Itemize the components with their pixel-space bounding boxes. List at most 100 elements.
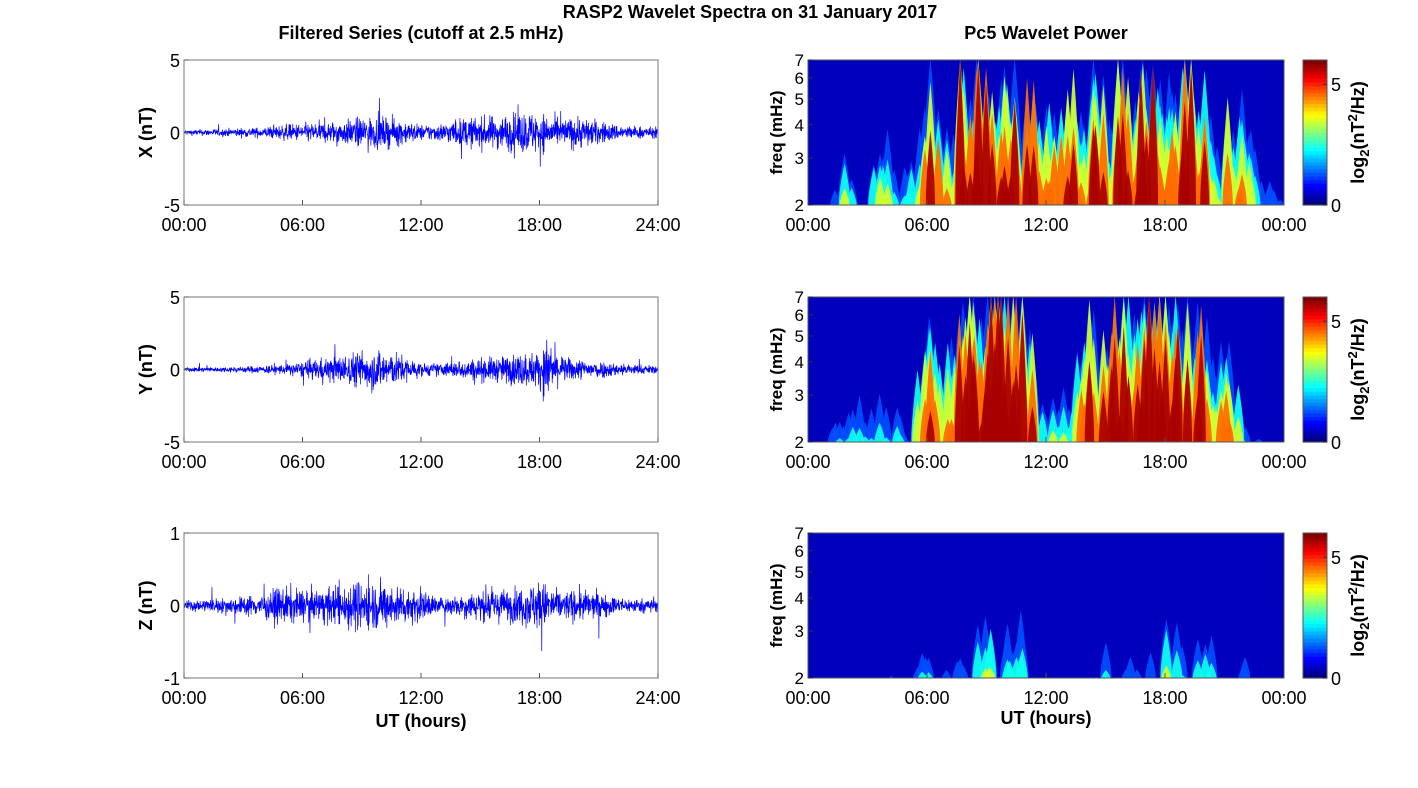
power-burst <box>1145 652 1156 678</box>
x-tick-label: 06:00 <box>280 215 325 235</box>
x-tick-label: 00:00 <box>161 452 206 472</box>
power-burst <box>1178 675 1187 678</box>
x-tick-label: 18:00 <box>1142 452 1187 472</box>
colorbar-segment <box>1303 121 1327 126</box>
colorbar-segment <box>1303 326 1327 331</box>
power-burst <box>1222 153 1233 205</box>
power-burst <box>1239 656 1251 678</box>
colorbar-segment <box>1303 434 1327 439</box>
y-tick-label: 6 <box>795 306 804 325</box>
y-axis-label: Y (nT) <box>136 344 156 395</box>
series-panel-2: -5 0 5 Y (nT) 00:00 06:00 12:00 18:00 24:00 <box>136 288 681 472</box>
colorbar-segment <box>1303 641 1327 646</box>
colorbar-label-mid: (nT <box>1348 122 1368 150</box>
colorbar-segment <box>1303 70 1327 76</box>
power-burst <box>1118 112 1128 205</box>
power-burst <box>880 406 892 442</box>
colorbar-tick-label: 0 <box>1331 196 1341 216</box>
colorbar-box <box>1302 59 1328 206</box>
y-tick-label: 6 <box>795 542 804 561</box>
power-burst <box>1017 648 1028 678</box>
y-tick-label: -5 <box>164 433 180 453</box>
power-burst <box>1160 338 1171 442</box>
power-burst <box>954 345 964 442</box>
y-axis-label: Z (nT) <box>136 581 156 631</box>
x-tick-label: 18:00 <box>517 688 562 708</box>
colorbar-segment <box>1303 427 1327 432</box>
power-burst <box>905 168 917 205</box>
colorbar-label-sub: 2 <box>1357 622 1372 629</box>
colorbar-segment <box>1303 362 1327 367</box>
series-panel-1: -5 0 5 X (nT) 00:00 06:00 12:00 18:00 24:00 <box>136 51 681 235</box>
y-axis-label: X (nT) <box>136 107 156 158</box>
colorbar-segment <box>1303 656 1327 661</box>
colorbar-segment <box>1303 627 1327 632</box>
x-tick-label: 12:00 <box>398 215 443 235</box>
colorbar-segment <box>1303 605 1327 610</box>
power-burst <box>959 164 969 205</box>
power-burst <box>1123 170 1133 205</box>
power-burst <box>1098 113 1109 205</box>
x-tick-label: 12:00 <box>398 688 443 708</box>
y-tick-label: -5 <box>164 196 180 216</box>
power-burst <box>1090 124 1101 205</box>
x-tick-label: 24:00 <box>635 688 680 708</box>
power-burst <box>1101 669 1111 678</box>
power-burst <box>1068 143 1079 205</box>
colorbar-segment <box>1303 190 1327 195</box>
x-tick-label: 06:00 <box>280 688 325 708</box>
colorbar-segment <box>1303 587 1327 592</box>
colorbar-segment <box>1303 165 1327 170</box>
x-tick-label: 00:00 <box>785 688 830 708</box>
colorbar-segment <box>1303 197 1327 202</box>
power-burst <box>1048 430 1059 442</box>
colorbar-tick-label: 0 <box>1331 669 1341 689</box>
x-tick-label: 06:00 <box>904 688 949 708</box>
power-burst <box>1125 656 1136 678</box>
colorbar-segment <box>1303 562 1327 567</box>
x-tick-label: 06:00 <box>904 452 949 472</box>
figure-title: RASP2 Wavelet Spectra on 31 January 2017 <box>563 2 938 22</box>
colorbar-segment <box>1303 128 1327 134</box>
colorbar-label-end: /Hz) <box>1348 81 1368 114</box>
colorbar-segment <box>1303 139 1327 144</box>
power-burst <box>1196 334 1206 442</box>
colorbar-segment <box>1303 322 1327 327</box>
colorbar-segment <box>1303 667 1327 672</box>
colorbar-label-sub: 2 <box>1357 149 1372 156</box>
colorbar-segment <box>1303 63 1327 68</box>
colorbar-segment <box>1303 85 1327 90</box>
colorbar-label: log2(nT2/Hz) <box>1345 81 1372 183</box>
colorbar-label-base: log <box>1348 630 1368 657</box>
colorbar-segment <box>1303 420 1327 425</box>
power-burst <box>985 668 996 678</box>
colorbar-segment <box>1303 591 1327 596</box>
x-tick-label: 00:00 <box>161 688 206 708</box>
x-tick-label: 00:00 <box>161 215 206 235</box>
y-tick-label: 7 <box>795 524 804 543</box>
colorbar-segment <box>1303 623 1327 628</box>
power-burst <box>867 438 876 442</box>
colorbar-segment <box>1303 674 1327 679</box>
colorbar-segment <box>1303 201 1327 206</box>
colorbar-segment <box>1303 601 1327 607</box>
y-tick-label: 1 <box>170 524 180 544</box>
colorbar-segment <box>1303 311 1327 316</box>
x-tick-label: 18:00 <box>1142 688 1187 708</box>
colorbar-segment <box>1303 344 1327 349</box>
colorbar-segment <box>1303 594 1327 599</box>
colorbar-label-base: log <box>1348 394 1368 421</box>
power-burst <box>1200 140 1210 205</box>
colorbar-segment <box>1303 380 1327 385</box>
colorbar-segment <box>1303 551 1327 556</box>
colorbar-segment <box>1303 78 1327 83</box>
colorbar-segment <box>1303 179 1327 184</box>
colorbar-segment <box>1303 659 1327 665</box>
power-burst <box>1206 662 1217 678</box>
data-trace <box>183 97 659 167</box>
colorbar-tick-label: 5 <box>1331 548 1341 568</box>
y-tick-label: 0 <box>170 361 180 381</box>
colorbar-segment <box>1303 183 1327 188</box>
y-axis-label: freq (mHz) <box>767 327 786 411</box>
